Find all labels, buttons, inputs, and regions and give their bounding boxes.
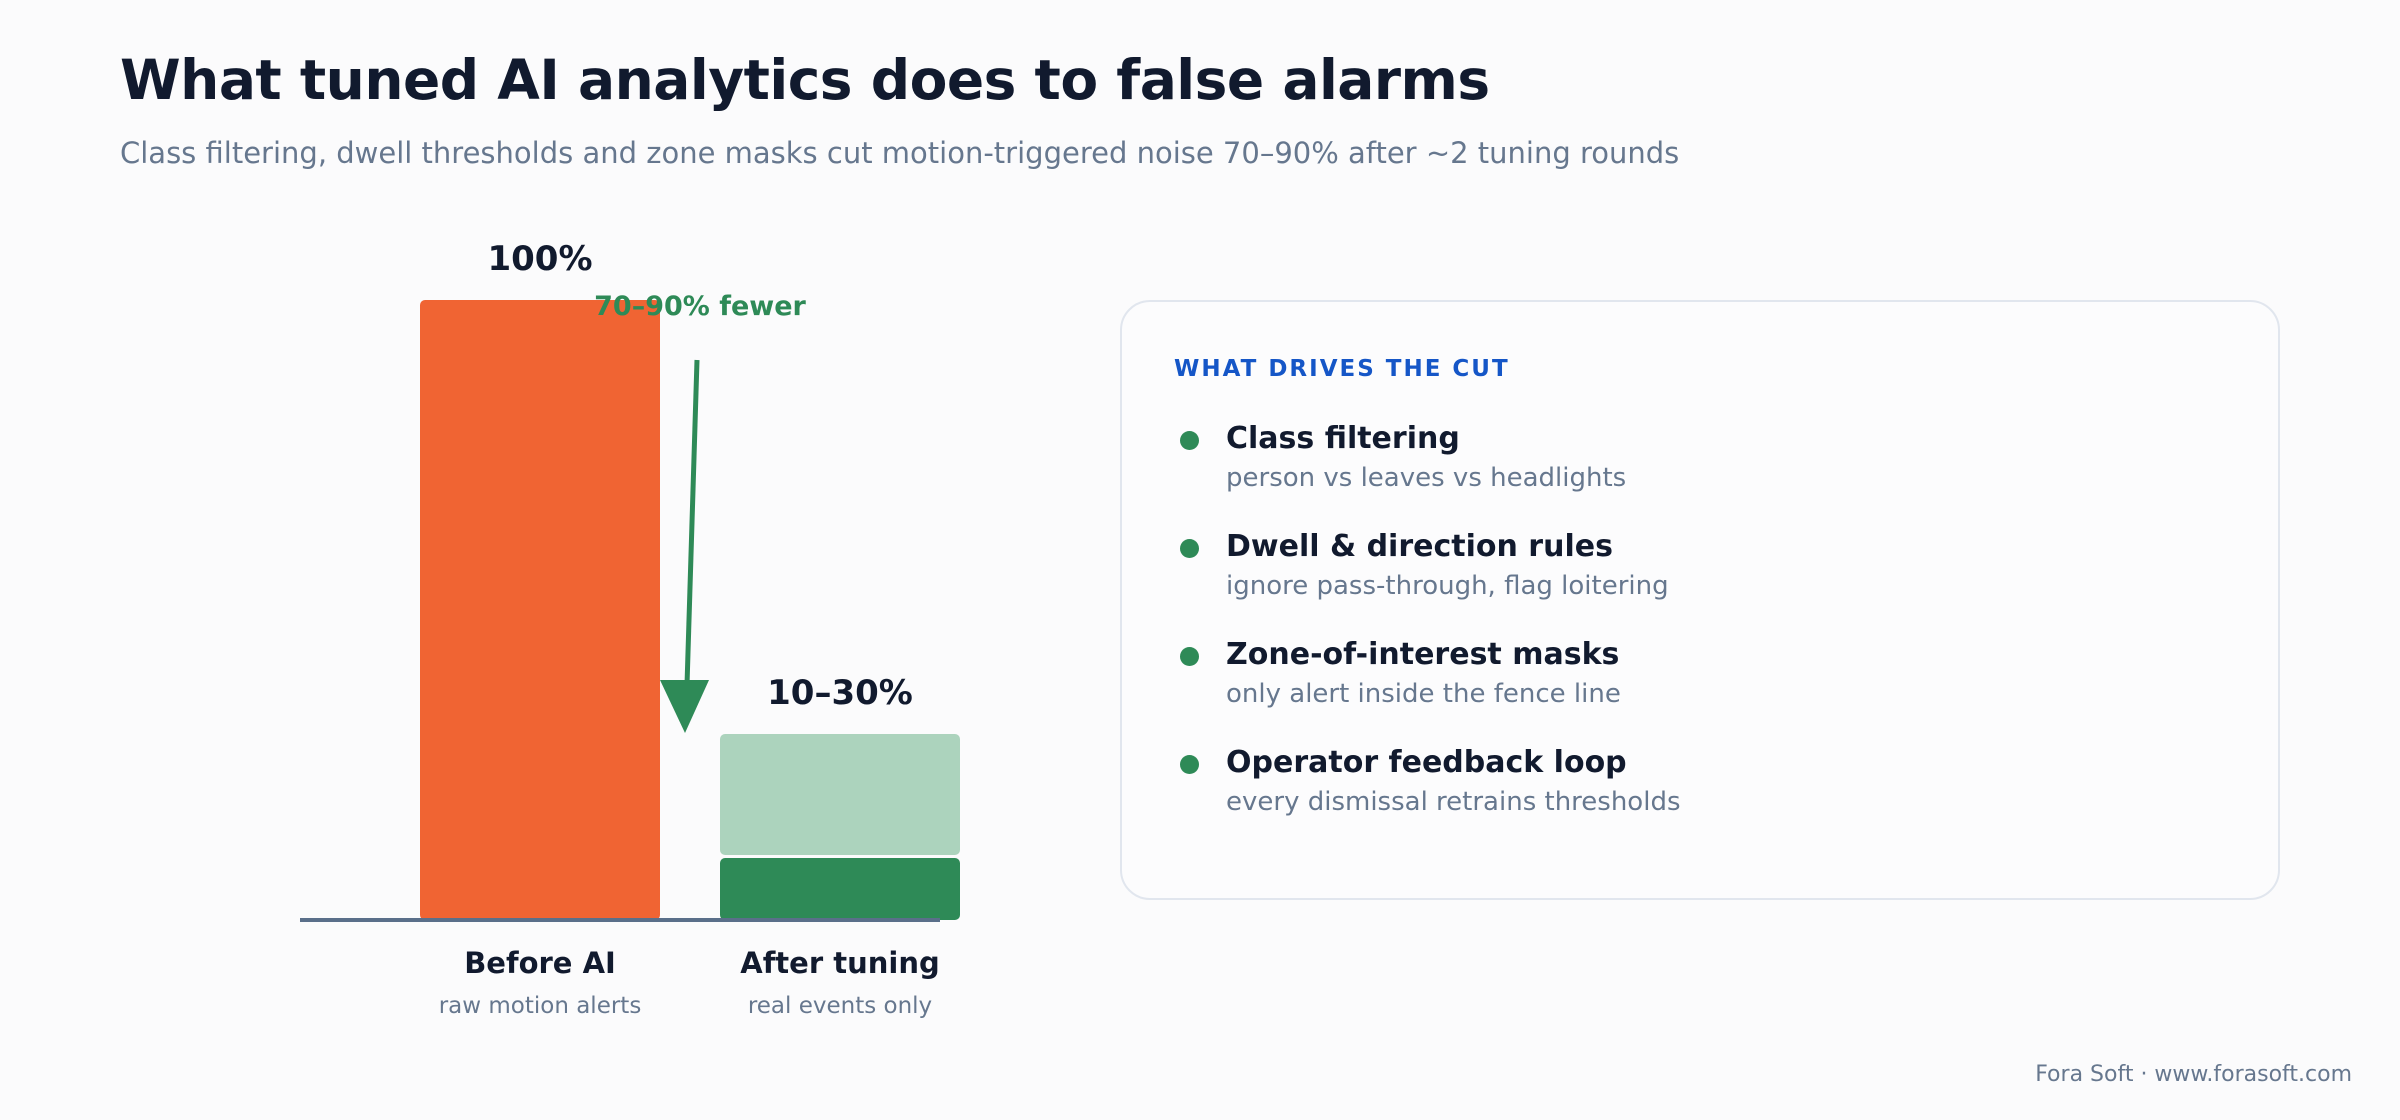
driver-description: only alert inside the fence line [1226, 679, 1621, 709]
driver-title: Dwell & direction rules [1226, 529, 1613, 564]
bar-value-label-before: 100% [487, 239, 592, 279]
category-label: After tuning [740, 946, 940, 980]
panel-heading: WHAT DRIVES THE CUT [1174, 356, 1510, 382]
category-sublabel: raw motion alerts [439, 993, 642, 1019]
reduction-arrow-head-icon [660, 680, 709, 733]
category-sublabel: real events only [748, 993, 932, 1019]
driver-list: Class filtering person vs leaves vs head… [1174, 420, 1681, 852]
driver-item-feedback-loop: Operator feedback loop every dismissal r… [1174, 744, 1681, 852]
drivers-panel: WHAT DRIVES THE CUT Class filtering pers… [1120, 300, 2280, 900]
driver-description: person vs leaves vs headlights [1226, 463, 1627, 493]
category-label: Before AI [464, 946, 616, 980]
driver-item-dwell-direction: Dwell & direction rules ignore pass-thro… [1174, 528, 1681, 636]
driver-item-zone-masks: Zone-of-interest masks only alert inside… [1174, 636, 1681, 744]
reduction-arrow-shaft [684, 359, 700, 686]
bullet-dot-icon [1180, 431, 1199, 450]
driver-description: every dismissal retrains thresholds [1226, 787, 1681, 817]
page-title: What tuned AI analytics does to false al… [120, 48, 1490, 112]
reduction-annotation: 70–90% fewer [594, 291, 806, 322]
page-subtitle: Class filtering, dwell thresholds and zo… [120, 136, 1680, 170]
bar-chart: 100% 10–30% 70–90% fewer Before AI raw motio… [300, 239, 960, 1019]
driver-description: ignore pass-through, flag loitering [1226, 571, 1669, 601]
bullet-dot-icon [1180, 539, 1199, 558]
bar-value-label-after: 10–30% [767, 673, 913, 713]
bar-after-range-upper [720, 734, 960, 855]
footer-credit: Fora Soft · www.forasoft.com [2035, 1062, 2352, 1087]
bullet-dot-icon [1180, 755, 1199, 774]
driver-title: Zone-of-interest masks [1226, 637, 1620, 672]
driver-item-class-filtering: Class filtering person vs leaves vs head… [1174, 420, 1681, 528]
bar-before-ai [420, 300, 660, 920]
bar-after-range-lower [720, 858, 960, 920]
driver-title: Class filtering [1226, 421, 1460, 456]
driver-title: Operator feedback loop [1226, 745, 1627, 780]
bullet-dot-icon [1180, 647, 1199, 666]
